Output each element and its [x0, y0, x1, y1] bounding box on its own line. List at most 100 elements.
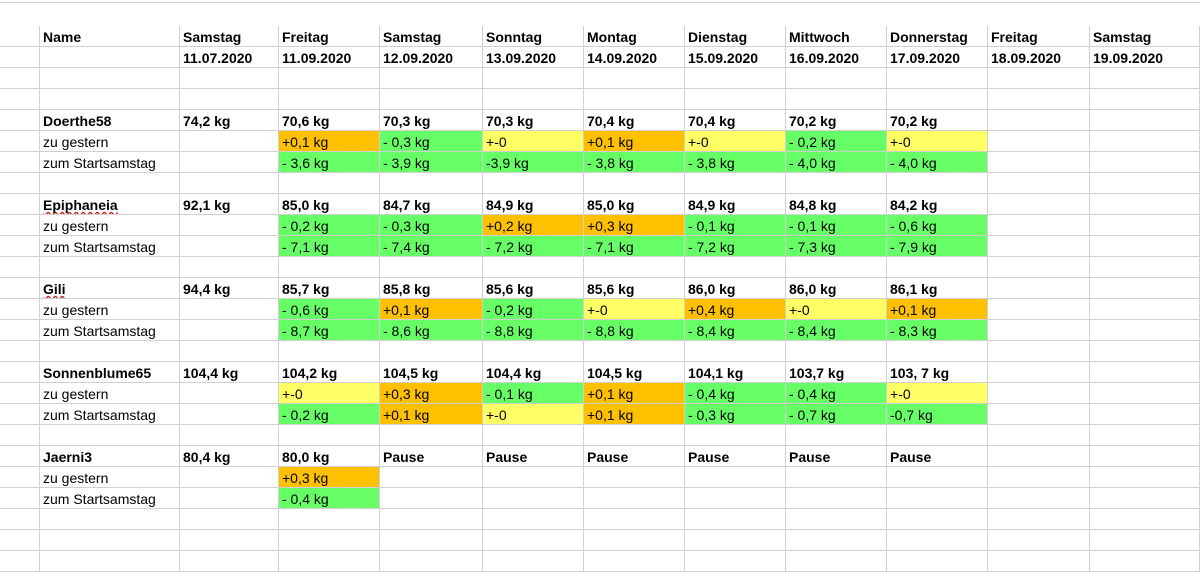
- weight-value[interactable]: 70,6 kg: [279, 110, 380, 131]
- weight-value[interactable]: 80,0 kg: [279, 446, 380, 467]
- header-date-4[interactable]: 13.09.2020: [483, 47, 584, 68]
- diff-to-start-saturday[interactable]: - 8,8 kg: [483, 320, 584, 341]
- participant-name[interactable]: Doerthe58: [40, 110, 180, 131]
- header-date-3[interactable]: 12.09.2020: [380, 47, 483, 68]
- weight-value[interactable]: 70,2 kg: [887, 110, 988, 131]
- empty-cell[interactable]: [584, 173, 685, 194]
- empty-cell[interactable]: [279, 530, 380, 551]
- header-date-8[interactable]: 17.09.2020: [887, 47, 988, 68]
- diff-row-label[interactable]: zu gestern: [40, 467, 180, 488]
- empty-cell[interactable]: [380, 68, 483, 89]
- diff-to-yesterday[interactable]: +-0: [786, 299, 887, 320]
- diff-to-yesterday[interactable]: +0,1 kg: [887, 299, 988, 320]
- empty-cell[interactable]: [483, 173, 584, 194]
- header-day-5[interactable]: Montag: [584, 26, 685, 47]
- empty-cell[interactable]: [483, 509, 584, 530]
- diff-to-yesterday[interactable]: - 0,4 kg: [685, 383, 786, 404]
- empty-cell[interactable]: [180, 257, 279, 278]
- diff-row-label[interactable]: zu gestern: [40, 299, 180, 320]
- empty-cell[interactable]: [40, 68, 180, 89]
- empty-cell[interactable]: [483, 68, 584, 89]
- empty-cell[interactable]: [0, 404, 40, 425]
- empty-cell[interactable]: [0, 110, 40, 131]
- diff-to-start-saturday[interactable]: - 0,2 kg: [279, 404, 380, 425]
- empty-cell[interactable]: [279, 173, 380, 194]
- empty-cell[interactable]: [40, 89, 180, 110]
- header-day-10[interactable]: Samstag: [1090, 26, 1200, 47]
- weight-value[interactable]: 85,7 kg: [279, 278, 380, 299]
- diff-to-start-saturday[interactable]: - 0,3 kg: [685, 404, 786, 425]
- empty-cell[interactable]: [380, 173, 483, 194]
- empty-cell[interactable]: [0, 446, 40, 467]
- diff-to-yesterday[interactable]: +0,3 kg: [584, 215, 685, 236]
- diff-to-start-saturday[interactable]: - 3,8 kg: [584, 152, 685, 173]
- empty-cell[interactable]: [180, 551, 279, 572]
- empty-cell[interactable]: [1090, 425, 1200, 446]
- diff-to-start-saturday[interactable]: +0,1 kg: [584, 404, 685, 425]
- empty-cell[interactable]: [180, 320, 279, 341]
- empty-cell[interactable]: [40, 47, 180, 68]
- diff-row-label[interactable]: zu gestern: [40, 215, 180, 236]
- empty-cell[interactable]: [685, 341, 786, 362]
- empty-cell[interactable]: [0, 320, 40, 341]
- participant-name[interactable]: Epiphaneia: [40, 194, 180, 215]
- empty-cell[interactable]: [0, 131, 40, 152]
- empty-cell[interactable]: [1090, 194, 1200, 215]
- diff-to-yesterday[interactable]: +0,1 kg: [584, 383, 685, 404]
- empty-cell[interactable]: [0, 215, 40, 236]
- empty-cell[interactable]: [786, 173, 887, 194]
- empty-cell[interactable]: [279, 341, 380, 362]
- empty-cell[interactable]: [685, 509, 786, 530]
- diff-to-yesterday[interactable]: +-0: [279, 383, 380, 404]
- empty-cell[interactable]: [483, 551, 584, 572]
- empty-cell[interactable]: [180, 89, 279, 110]
- diff-to-start-saturday[interactable]: +0,1 kg: [380, 404, 483, 425]
- empty-cell[interactable]: [1090, 299, 1200, 320]
- empty-cell[interactable]: [380, 509, 483, 530]
- diff-to-start-saturday[interactable]: -0,7 kg: [887, 404, 988, 425]
- weight-value[interactable]: 84,7 kg: [380, 194, 483, 215]
- diff-to-yesterday[interactable]: +-0: [887, 383, 988, 404]
- empty-cell[interactable]: [180, 425, 279, 446]
- empty-cell[interactable]: [0, 341, 40, 362]
- empty-cell[interactable]: [988, 320, 1090, 341]
- weight-value[interactable]: 103, 7 kg: [887, 362, 988, 383]
- empty-cell[interactable]: [685, 257, 786, 278]
- diff-to-yesterday[interactable]: +-0: [887, 131, 988, 152]
- empty-cell[interactable]: [1090, 509, 1200, 530]
- empty-cell[interactable]: [1090, 383, 1200, 404]
- header-day-1[interactable]: Samstag: [180, 26, 279, 47]
- empty-cell[interactable]: [483, 488, 584, 509]
- weight-value[interactable]: 85,6 kg: [483, 278, 584, 299]
- empty-cell[interactable]: [887, 467, 988, 488]
- empty-cell[interactable]: [786, 551, 887, 572]
- empty-cell[interactable]: [786, 530, 887, 551]
- empty-cell[interactable]: [887, 425, 988, 446]
- empty-cell[interactable]: [685, 488, 786, 509]
- diff-to-start-saturday[interactable]: - 7,3 kg: [786, 236, 887, 257]
- diff-to-yesterday[interactable]: +0,2 kg: [483, 215, 584, 236]
- empty-cell[interactable]: [380, 425, 483, 446]
- header-day-7[interactable]: Mittwoch: [786, 26, 887, 47]
- diff-to-yesterday[interactable]: - 0,2 kg: [483, 299, 584, 320]
- empty-cell[interactable]: [786, 257, 887, 278]
- empty-cell[interactable]: [786, 89, 887, 110]
- diff-to-yesterday[interactable]: +-0: [483, 131, 584, 152]
- start-weight[interactable]: 80,4 kg: [180, 446, 279, 467]
- header-day-6[interactable]: Dienstag: [685, 26, 786, 47]
- empty-cell[interactable]: [0, 257, 40, 278]
- participant-name[interactable]: Jaerni3: [40, 446, 180, 467]
- empty-cell[interactable]: [988, 173, 1090, 194]
- empty-cell[interactable]: [180, 68, 279, 89]
- diff-to-start-saturday[interactable]: - 4,0 kg: [887, 152, 988, 173]
- empty-cell[interactable]: [988, 110, 1090, 131]
- empty-cell[interactable]: [887, 173, 988, 194]
- empty-cell[interactable]: [988, 152, 1090, 173]
- diff-to-yesterday[interactable]: - 0,6 kg: [887, 215, 988, 236]
- diff-to-start-saturday[interactable]: - 8,4 kg: [685, 320, 786, 341]
- empty-cell[interactable]: [0, 383, 40, 404]
- weight-value[interactable]: Pause: [786, 446, 887, 467]
- empty-cell[interactable]: [0, 488, 40, 509]
- empty-cell[interactable]: [988, 215, 1090, 236]
- diff-to-start-saturday[interactable]: -3,9 kg: [483, 152, 584, 173]
